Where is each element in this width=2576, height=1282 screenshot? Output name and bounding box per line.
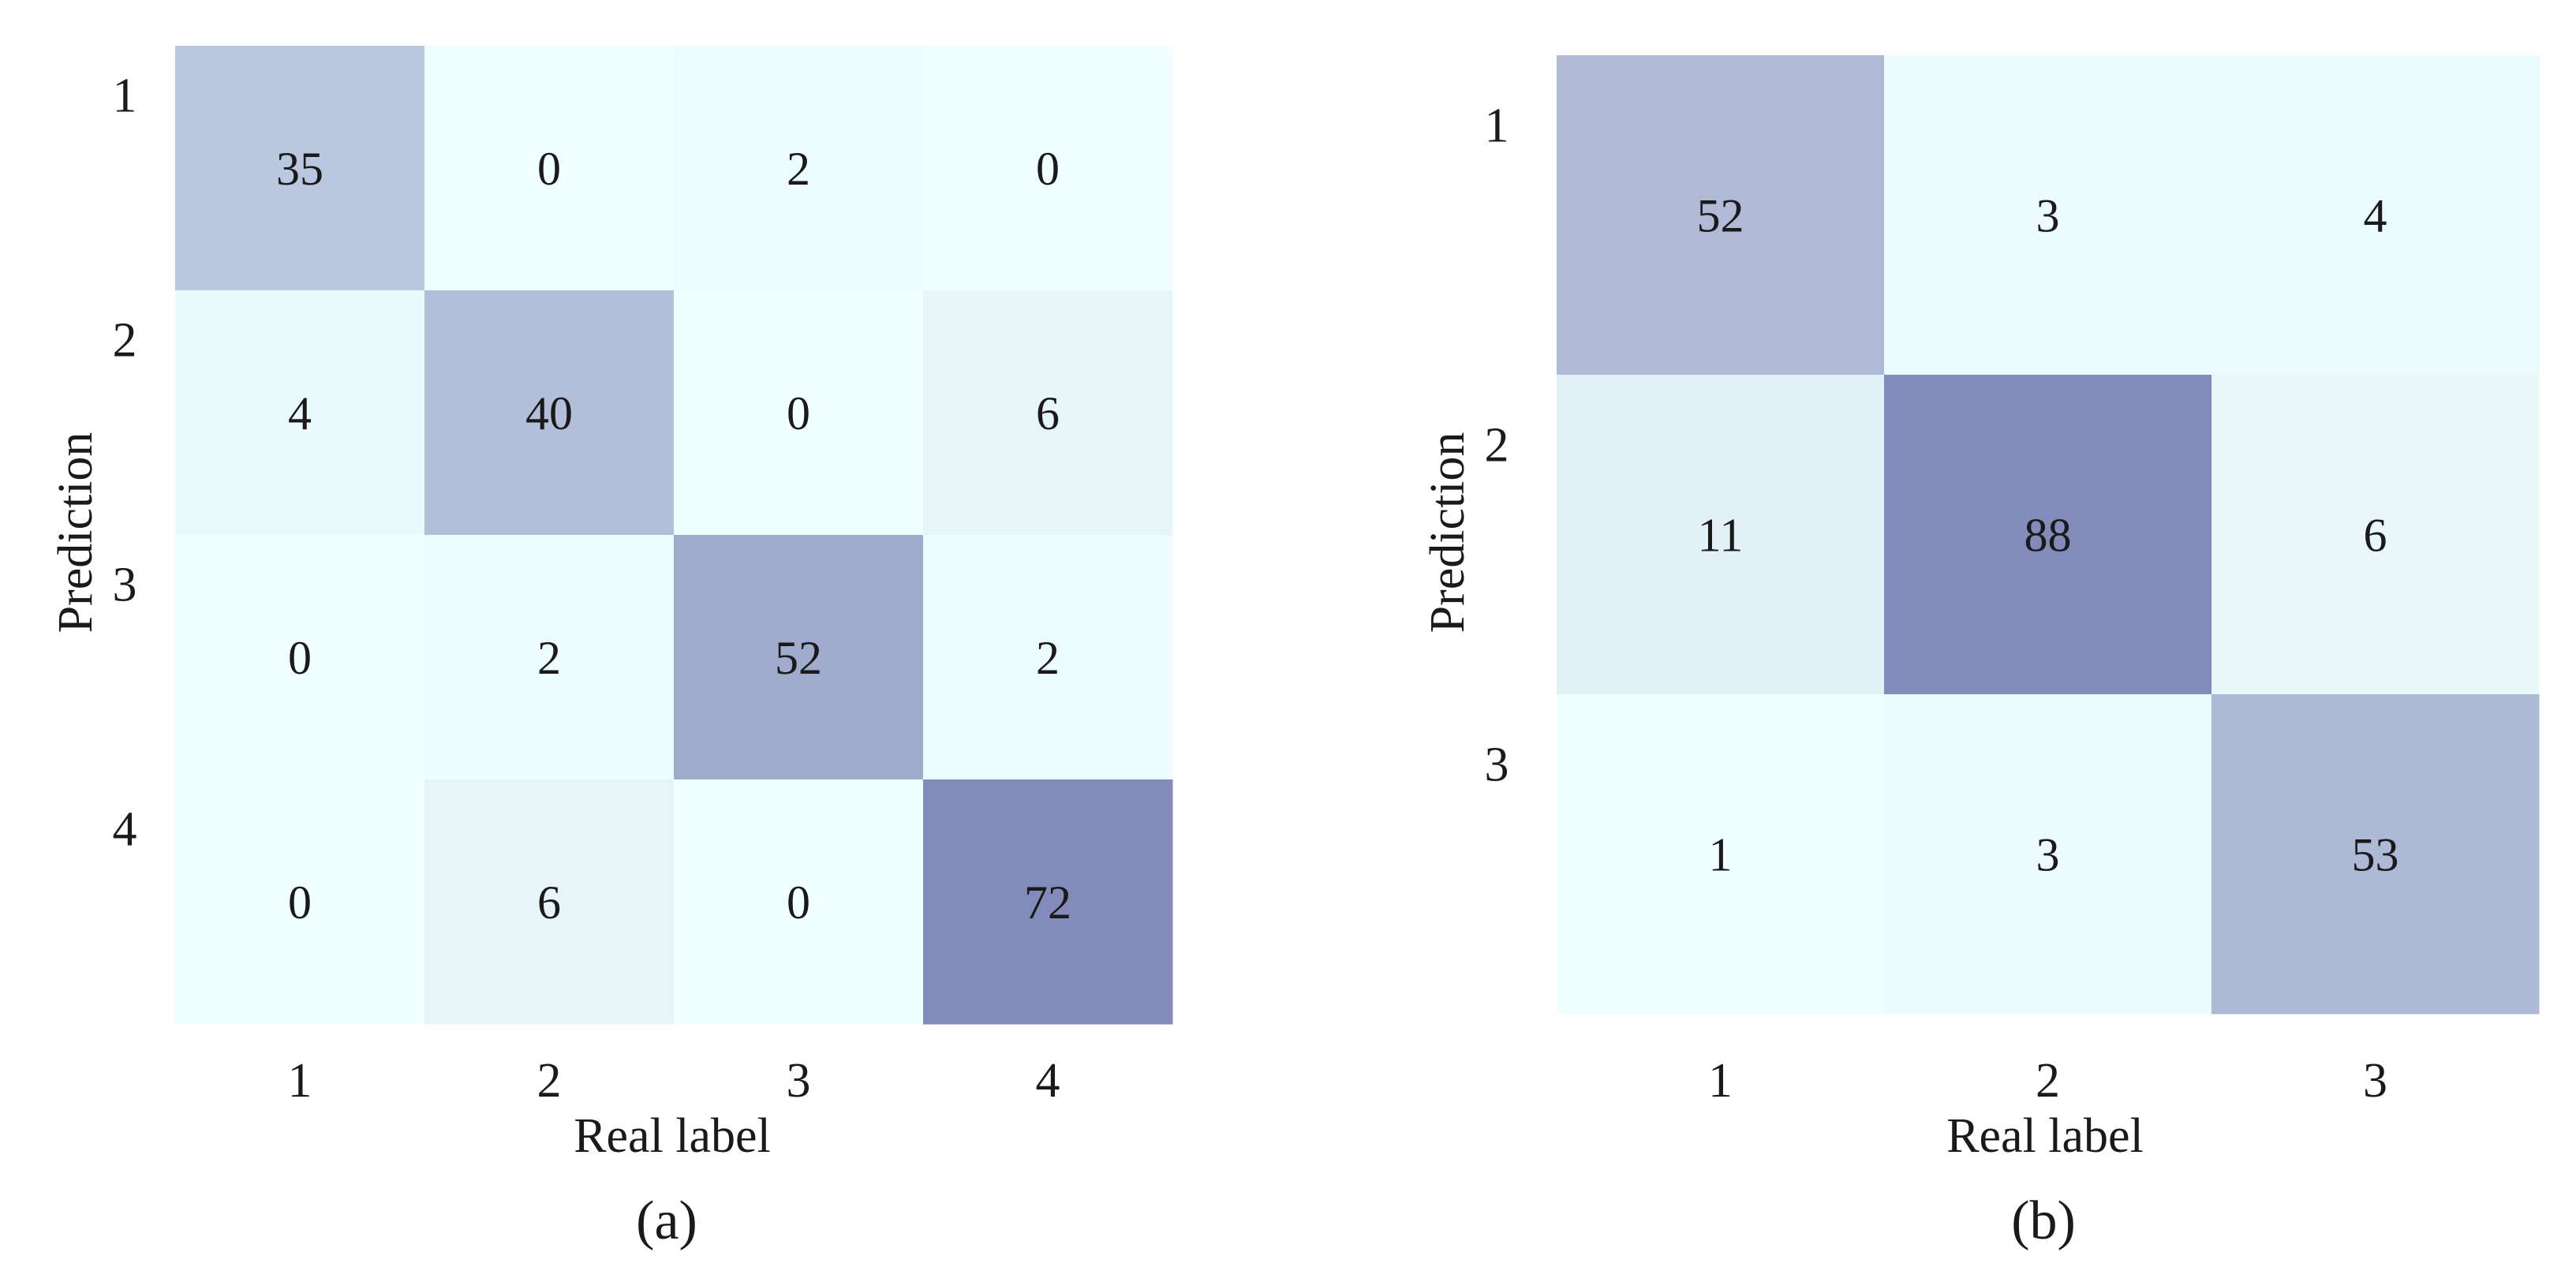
panel-a-cell-value-r1-c3: 2 — [787, 143, 810, 195]
panel-a-cell-value-r3-c1: 0 — [288, 632, 312, 684]
panel-b-cell-value-r3-c3: 53 — [2352, 829, 2399, 881]
panel-a-cell-value-r3-c2: 2 — [537, 632, 561, 684]
panel-a-cell-r3-c4 — [923, 535, 1173, 780]
panel-a-cell-value-r2-c1: 4 — [288, 387, 312, 439]
panel-b-cell-r2-c1 — [1557, 375, 1885, 695]
panel-a-x-ticks: 1 2 3 4 — [288, 1054, 1060, 1108]
panel-a-cells — [175, 46, 1173, 1025]
panel-b-cell-r1-c2 — [1884, 55, 2212, 376]
panel-a-y-tick-4: 4 — [113, 803, 137, 857]
panel-a-cell-r2-c1 — [175, 290, 425, 536]
panel-b-x-tick-2: 2 — [2036, 1054, 2060, 1108]
panel-b-y-ticks: 1 2 3 — [1485, 99, 1509, 791]
panel-a-cell-r1-c4 — [923, 46, 1173, 291]
panel-b-cell-r3-c2 — [1884, 694, 2212, 1015]
panel-a-cell-r4-c3 — [674, 779, 924, 1025]
panel-a-cell-value-r3-c3: 52 — [775, 632, 822, 684]
panel-a-cell-r4-c1 — [175, 779, 425, 1025]
panel-b-x-tick-1: 1 — [1708, 1054, 1733, 1108]
panel-a-cell-labels: 35 0 2 0 4 40 0 6 0 2 52 2 0 6 0 72 — [276, 143, 1071, 929]
panel-b-caption: (b) — [2011, 1190, 2076, 1251]
panel-b-cell-value-r1-c3: 4 — [2364, 190, 2387, 242]
panel-a-cell-r1-c1 — [175, 46, 425, 291]
panel-b-cell-value-r2-c2: 88 — [2025, 510, 2072, 562]
panel-a-cell-value-r1-c2: 0 — [537, 143, 561, 195]
panel-b-y-tick-3: 3 — [1485, 738, 1509, 791]
panel-b-cells — [1557, 55, 2540, 1015]
panel-a-x-tick-1: 1 — [288, 1054, 312, 1108]
panel-a-y-tick-1: 1 — [113, 69, 137, 123]
panel-a-cell-r2-c2 — [424, 290, 675, 536]
panel-b-cell-value-r2-c1: 11 — [1698, 510, 1744, 562]
panel-b-cell-labels: 52 3 4 11 88 6 1 3 53 — [1697, 190, 2399, 881]
panel-a-cell-value-r4-c2: 6 — [537, 876, 561, 929]
panel-a-cell-value-r2-c2: 40 — [525, 387, 573, 439]
panel-b-y-axis-label: Prediction — [1421, 432, 1475, 634]
panel-a-caption: (a) — [636, 1190, 697, 1251]
panel-a-cell-value-r3-c4: 2 — [1036, 632, 1060, 684]
panel-b-cell-r3-c1 — [1557, 694, 1885, 1015]
panel-a-cell-r3-c1 — [175, 535, 425, 780]
panel-a-cell-r3-c3 — [674, 535, 924, 780]
panel-b-cell-value-r1-c1: 52 — [1697, 190, 1744, 242]
panel-b-cell-r1-c3 — [2211, 55, 2540, 376]
panel-b-x-axis-label: Real label — [1946, 1109, 2144, 1163]
panel-b-cell-value-r3-c2: 3 — [2036, 829, 2060, 881]
panel-a-cell-value-r4-c4: 72 — [1024, 876, 1071, 929]
panel-a-cell-r4-c4 — [923, 779, 1173, 1025]
panel-a-cell-r1-c3 — [674, 46, 924, 291]
panel-a-cell-value-r4-c3: 0 — [787, 876, 810, 929]
panel-b-cell-value-r3-c1: 1 — [1709, 829, 1733, 881]
panel-a-cell-r3-c2 — [424, 535, 675, 780]
panel-a-cell-value-r1-c1: 35 — [276, 143, 323, 195]
panel-a-cell-value-r2-c4: 6 — [1036, 387, 1060, 439]
panel-a-y-tick-2: 2 — [113, 314, 137, 368]
panel-a-cell-r2-c3 — [674, 290, 924, 536]
panel-a-cell-r1-c2 — [424, 46, 675, 291]
panel-b-cell-value-r2-c3: 6 — [2364, 510, 2387, 562]
panel-a-cell-r2-c4 — [923, 290, 1173, 536]
panel-b-x-tick-3: 3 — [2363, 1054, 2387, 1108]
panel-a-cell-r4-c2 — [424, 779, 675, 1025]
panel-b-cell-r2-c2 — [1884, 375, 2212, 695]
panel-b-y-tick-2: 2 — [1485, 418, 1509, 472]
panel-a-cell-value-r4-c1: 0 — [288, 876, 312, 929]
panel-a-x-axis-label: Real label — [574, 1109, 771, 1163]
panel-b-cell-r1-c1 — [1557, 55, 1885, 376]
panel-b-y-tick-1: 1 — [1485, 99, 1509, 152]
panel-a-x-tick-3: 3 — [787, 1054, 811, 1108]
panel-a: 35 0 2 0 4 40 0 6 0 2 52 2 0 6 0 72 1 2 3 4 1 2 3 4 Real labe… — [49, 46, 1173, 1251]
panel-a-cell-value-r1-c4: 0 — [1036, 143, 1060, 195]
panel-a-y-tick-3: 3 — [113, 559, 137, 612]
panel-a-y-axis-label: Prediction — [49, 432, 103, 634]
panel-b-cell-r2-c3 — [2211, 375, 2540, 695]
panel-a-cell-value-r2-c3: 0 — [787, 387, 810, 439]
panel-a-x-tick-2: 2 — [537, 1054, 562, 1108]
panel-b-cell-value-r1-c2: 3 — [2036, 190, 2060, 242]
panel-a-x-tick-4: 4 — [1036, 1054, 1060, 1108]
panel-b-x-ticks: 1 2 3 — [1708, 1054, 2387, 1108]
panel-b: 52 3 4 11 88 6 1 3 53 1 2 3 1 2 3 Real label Predict… — [1421, 55, 2540, 1251]
panel-b-cell-r3-c3 — [2211, 694, 2540, 1015]
panel-a-y-ticks: 1 2 3 4 — [113, 69, 137, 857]
